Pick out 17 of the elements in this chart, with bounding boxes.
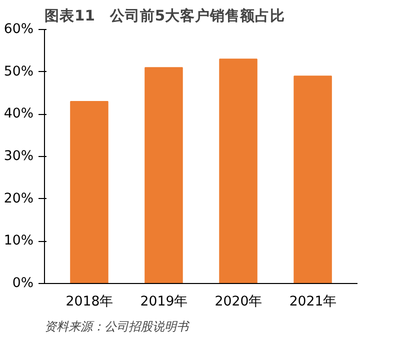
- bar: [70, 100, 108, 284]
- x-tick-label: 2021年: [289, 294, 336, 310]
- bar: [144, 67, 183, 284]
- text: 资料来源：公司招股说明书: [44, 320, 190, 334]
- y-tick-label: 10%: [4, 234, 34, 249]
- x-tick-label: 2019年: [140, 294, 188, 310]
- bar: [294, 76, 332, 284]
- x-tick-label: 2020年: [214, 294, 262, 310]
- bar: [219, 58, 258, 284]
- y-tick-label: 60%: [4, 22, 34, 37]
- y-tick-label: 20%: [4, 191, 34, 206]
- x-tick-label: 2018年: [66, 294, 113, 310]
- y-tick-label: 50%: [4, 64, 34, 80]
- y-tick-label: 30%: [4, 149, 34, 164]
- y-tick-label: 0%: [12, 276, 34, 291]
- chart-title: 图表11 公司前5大客户销售额占比: [44, 6, 286, 24]
- y-tick-label: 40%: [4, 106, 34, 122]
